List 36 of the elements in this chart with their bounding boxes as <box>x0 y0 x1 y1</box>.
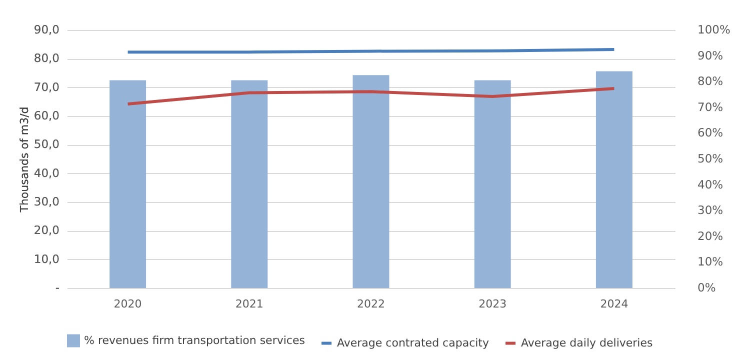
y2-tick-label: 90% <box>698 48 724 62</box>
y-axis-title: Thousands of m3/d <box>18 106 31 214</box>
bar <box>231 80 268 288</box>
legend-label: % revenues firm transportation services <box>84 334 306 347</box>
line-series <box>126 86 616 106</box>
bar <box>352 75 390 288</box>
y-tick-label: 90,0 <box>34 22 60 36</box>
y-tick-label: 40,0 <box>34 166 60 180</box>
bar <box>596 71 632 288</box>
y2-tick-label: 0% <box>698 280 716 294</box>
y2-tick-label: 10% <box>698 254 724 269</box>
y-tick-label: 30,0 <box>34 194 60 208</box>
y2-tick-label: 100% <box>698 22 730 36</box>
y2-tick-label: 80% <box>698 74 724 88</box>
y2-tick-label: 70% <box>698 100 724 114</box>
y-tick-label: 20,0 <box>34 223 60 238</box>
y2-tick-label: 20% <box>698 228 724 243</box>
y-tick-label: 70,0 <box>34 80 60 94</box>
x-tick-label: 2021 <box>235 298 264 310</box>
y2-tick-label: 50% <box>698 152 724 166</box>
y-tick-label: 10,0 <box>34 252 60 266</box>
y2-tick-label: 60% <box>698 126 724 140</box>
bar <box>110 80 146 288</box>
legend-label: Average daily deliveries <box>521 336 653 350</box>
legend-label: Average contrated capacity <box>337 336 490 350</box>
bar <box>474 80 511 288</box>
x-tick-label: 2023 <box>478 298 507 310</box>
x-tick-label: 2022 <box>357 298 385 310</box>
y-tick-label: - <box>55 280 60 294</box>
x-tick-label: 2020 <box>114 298 142 310</box>
y-tick-label: 80,0 <box>34 51 60 66</box>
y-tick-label: 60,0 <box>34 108 60 122</box>
y2-tick-label: 30% <box>698 203 724 218</box>
y2-tick-label: 40% <box>698 177 724 192</box>
y-tick-label: 50,0 <box>34 137 60 152</box>
x-tick-label: 2024 <box>600 298 628 310</box>
